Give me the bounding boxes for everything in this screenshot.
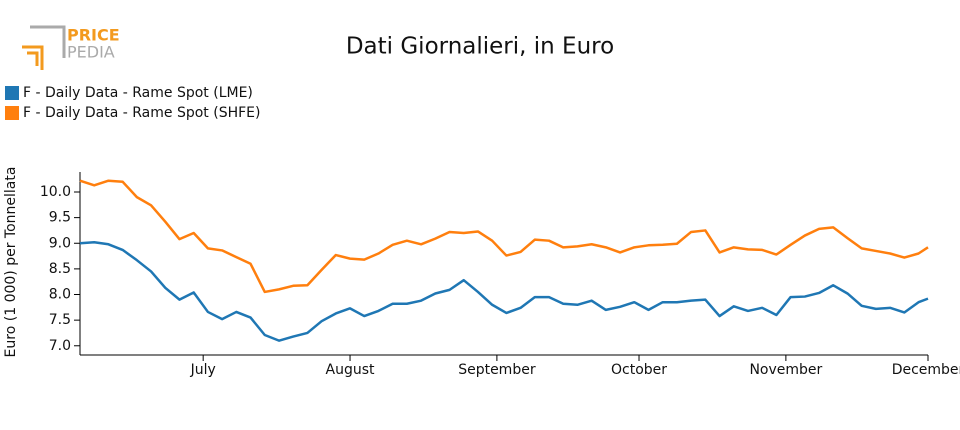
y-tick-label: 8.5 <box>49 261 71 277</box>
x-tick-label: October <box>611 362 667 378</box>
x-tick-label: December <box>892 362 960 378</box>
legend-label: F - Daily Data - Rame Spot (SHFE) <box>23 105 260 121</box>
legend-swatch <box>5 86 19 100</box>
x-tick-label: July <box>190 362 216 378</box>
series-line <box>79 240 929 342</box>
y-tick-label: 7.5 <box>49 312 71 328</box>
y-tick-label: 10.0 <box>40 184 71 200</box>
legend-label: F - Daily Data - Rame Spot (LME) <box>23 85 253 101</box>
series-line <box>79 179 929 294</box>
x-tick-label: August <box>326 362 376 378</box>
y-tick-label: 8.0 <box>49 287 71 303</box>
y-axis-title: Euro (1 000) per Tonnellata <box>3 167 19 358</box>
x-tick-label: November <box>749 362 822 378</box>
legend-swatch <box>5 106 19 120</box>
chart-title: Dati Giornalieri, in Euro <box>346 34 614 60</box>
y-tick-label: 7.0 <box>49 338 71 354</box>
logo-bottom: PEDIA <box>67 43 115 62</box>
y-tick-label: 9.5 <box>49 210 71 226</box>
logo: PRICE PEDIA <box>22 25 120 70</box>
x-tick-label: September <box>458 362 536 378</box>
y-tick-label: 9.0 <box>49 235 71 251</box>
logo-top: PRICE <box>67 26 120 45</box>
